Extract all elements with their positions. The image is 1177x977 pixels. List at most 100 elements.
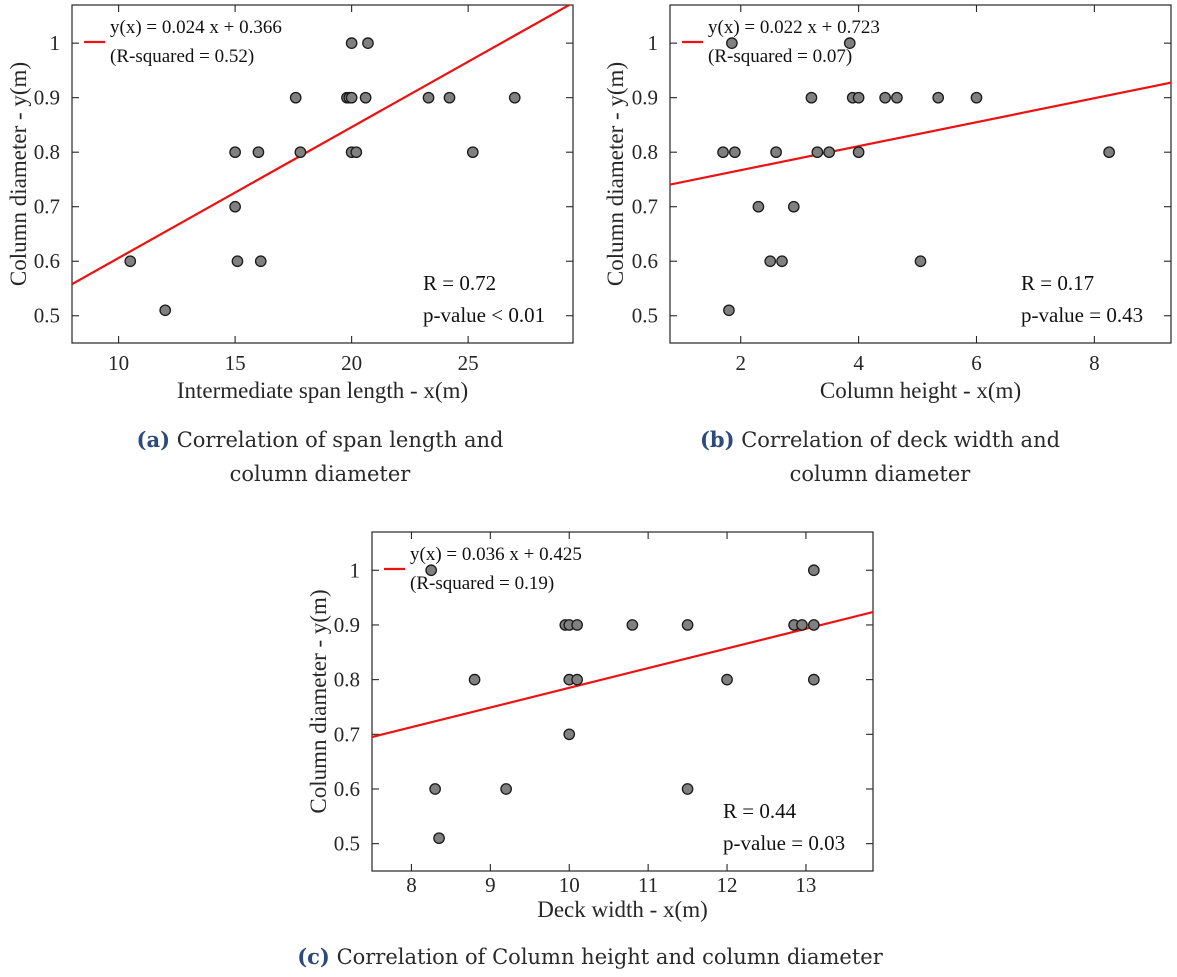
stat-p-b: p-value = 0.43	[1021, 303, 1143, 327]
data-point-b-17	[891, 91, 903, 104]
caption-b-tag: (b)	[699, 427, 735, 452]
x-tick-label-a-3: 25	[458, 351, 479, 375]
data-point-b-12	[843, 37, 856, 50]
y-tick-label-c-3: 0.8	[334, 668, 360, 692]
data-point-a-2	[229, 146, 241, 159]
x-tick-label-b-1: 4	[853, 351, 864, 375]
chart-panel-a: 10 15 20 25 0.5 0.6 0.7 0.8 0.9 1 Intermediate spa…	[0, 0, 585, 415]
legend-equation-a: y(x) = 0.024 x + 0.366	[110, 17, 282, 38]
data-point-a-20	[508, 91, 521, 104]
x-tick-label-b-3: 8	[1089, 351, 1100, 375]
y-tick-label-a-2: 0.7	[34, 195, 60, 219]
stat-p-c: p-value = 0.03	[723, 831, 845, 855]
legend-rsquared-c: (R-squared = 0.19)	[410, 573, 554, 594]
data-point-a-14	[350, 146, 363, 159]
x-tick-label-c-1: 9	[485, 873, 496, 897]
data-point-a-6	[254, 255, 267, 268]
caption-c-tag: (c)	[297, 944, 330, 969]
chart-a-axes: 10 15 20 25 0.5 0.6 0.7 0.8 0.9 1 Intermediate spa…	[6, 4, 574, 403]
data-point-a-19	[466, 146, 479, 159]
data-point-c-9	[571, 619, 583, 631]
x-tick-label-c-4: 12	[717, 873, 738, 897]
data-point-a-7	[289, 91, 302, 104]
caption-c-line1: Correlation of Column height and column …	[336, 945, 883, 969]
chart-b-svg: 2 4 6 8 0.5 0.6 0.7 0.8 0.9 1 Column height - x(m)…	[603, 4, 1172, 403]
data-point-c-18	[807, 619, 820, 631]
y-axis-label-c: Column diameter - y(m)	[306, 589, 331, 813]
data-point-b-10	[811, 146, 824, 159]
y-tick-label-b-4: 0.9	[632, 86, 658, 110]
x-axis-label-b: Column height - x(m)	[820, 378, 1021, 403]
caption-a-line1: Correlation of span length and	[176, 428, 504, 452]
data-point-a-12	[345, 37, 358, 50]
chart-c-axes: 8 9 10 11 12 13 0.5 0.6 0.7 0.8 0.9 1 Deck width - x…	[306, 531, 874, 922]
data-point-a-4	[231, 255, 244, 268]
y-tick-label-a-1: 0.6	[34, 249, 60, 273]
y-tick-label-a-3: 0.8	[34, 140, 60, 164]
y-tick-label-b-1: 0.6	[632, 249, 658, 273]
data-point-c-2	[433, 832, 445, 845]
plot-area-c	[371, 531, 874, 872]
data-point-b-19	[932, 91, 945, 104]
data-point-c-13	[681, 783, 694, 795]
x-tick-label-b-2: 6	[971, 351, 982, 375]
data-point-a-18	[443, 91, 456, 104]
legend-equation-c: y(x) = 0.036 x + 0.425	[410, 544, 582, 565]
chart-panel-c: 8 9 10 11 12 13 0.5 0.6 0.7 0.8 0.9 1 Deck width - x…	[290, 520, 890, 925]
caption-a-tag: (a)	[136, 427, 171, 452]
y-tick-label-c-0: 0.5	[334, 832, 360, 856]
chart-c-svg: 8 9 10 11 12 13 0.5 0.6 0.7 0.8 0.9 1 Deck width - x…	[306, 531, 874, 922]
fit-line-c	[372, 610, 873, 739]
data-point-c-1	[429, 783, 441, 795]
y-tick-label-a-5: 1	[50, 31, 61, 55]
data-point-b-2	[726, 37, 738, 50]
x-axis-label-c: Deck width - x(m)	[537, 897, 708, 922]
y-axis-label-a: Column diameter - y(m)	[6, 62, 31, 286]
data-point-a-15	[359, 91, 372, 104]
caption-a: (a) Correlation of span length and colum…	[40, 423, 600, 491]
data-point-c-10	[571, 673, 583, 686]
data-point-b-3	[728, 146, 741, 159]
x-tick-label-a-1: 15	[225, 351, 246, 375]
data-point-b-21	[1103, 146, 1115, 159]
chart-b-axes: 2 4 6 8 0.5 0.6 0.7 0.8 0.9 1 Column height - x(m)…	[603, 4, 1172, 403]
x-tick-label-c-2: 10	[559, 873, 580, 897]
fit-line-a	[72, 5, 572, 286]
data-point-a-3	[229, 200, 241, 213]
stat-r-b: R = 0.17	[1021, 271, 1094, 295]
y-tick-label-b-5: 1	[648, 31, 659, 55]
data-point-a-8	[294, 146, 307, 159]
plot-area-a	[71, 4, 574, 344]
stat-r-a: R = 0.72	[423, 271, 496, 295]
data-point-a-11	[345, 91, 358, 104]
legend-rsquared-b: (R-squared = 0.07)	[708, 46, 852, 67]
chart-a-svg: 10 15 20 25 0.5 0.6 0.7 0.8 0.9 1 Intermediate spa…	[6, 4, 574, 403]
y-tick-label-c-1: 0.6	[334, 777, 360, 801]
x-tick-label-a-0: 10	[108, 351, 129, 375]
legend-equation-b: y(x) = 0.022 x + 0.723	[708, 17, 880, 38]
y-tick-label-b-3: 0.8	[632, 140, 658, 164]
data-point-c-17	[807, 564, 820, 577]
data-point-b-4	[752, 200, 765, 213]
y-tick-label-b-2: 0.7	[632, 195, 658, 219]
caption-c: (c) Correlation of Column height and col…	[190, 940, 990, 974]
x-tick-label-a-2: 20	[341, 351, 362, 375]
x-tick-label-b-0: 2	[735, 351, 746, 375]
data-point-b-6	[770, 146, 782, 159]
data-point-c-3	[468, 673, 481, 686]
stat-p-a: p-value < 0.01	[423, 303, 545, 327]
data-point-a-5	[252, 146, 265, 159]
data-point-c-0	[425, 564, 438, 577]
x-axis-label-a: Intermediate span length - x(m)	[177, 378, 468, 403]
caption-b-line2: column diameter	[789, 462, 971, 486]
data-point-b-0	[717, 146, 729, 159]
data-point-c-14	[721, 673, 733, 686]
data-point-b-9	[805, 91, 818, 104]
data-point-b-15	[852, 146, 865, 159]
data-point-b-16	[879, 91, 891, 104]
data-point-a-0	[124, 255, 137, 268]
y-tick-label-c-4: 0.9	[334, 613, 360, 637]
data-point-a-16	[362, 37, 374, 50]
data-point-c-12	[681, 619, 694, 631]
y-tick-label-a-0: 0.5	[34, 304, 60, 328]
